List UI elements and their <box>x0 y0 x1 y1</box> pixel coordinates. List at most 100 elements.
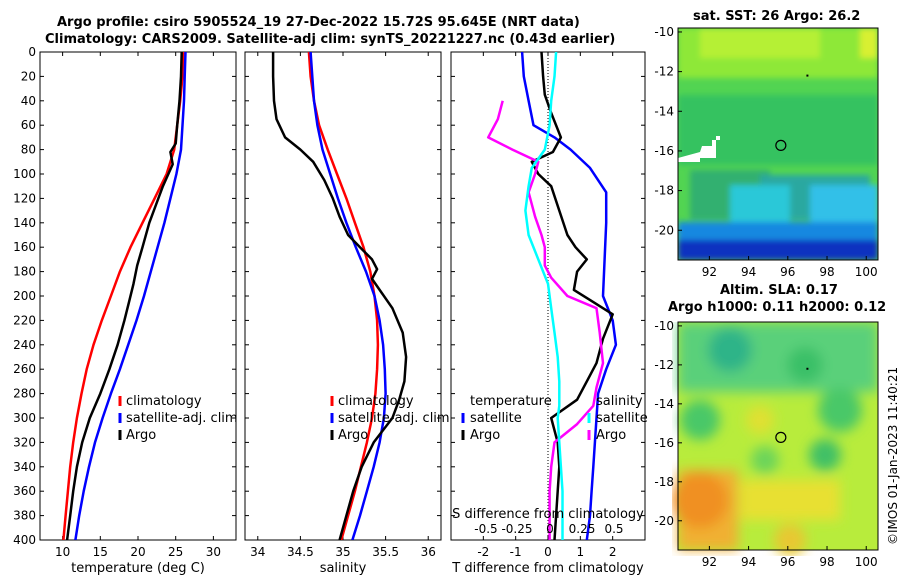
temperature-x-tick-label: 25 <box>168 545 183 559</box>
land-mask <box>678 136 720 162</box>
sst-x-tick-label: 92 <box>702 265 717 279</box>
y-tick-label: 240 <box>13 338 36 352</box>
temp-legend-label: satellite-adj. clim <box>126 411 238 426</box>
panel-differences: -2 -1 0 1 2 T difference from climatology <box>450 51 646 576</box>
sst-y-tick-label: -16 <box>654 144 674 158</box>
sst-y-tick-label: -10 <box>654 25 674 39</box>
sst-x-tick-label: 100 <box>855 265 878 279</box>
y-tick-label: 60 <box>21 118 36 132</box>
sla-map-title-line1: Altim. SLA: 0.17 <box>720 283 838 298</box>
sla-x-tick-label: 94 <box>741 555 756 569</box>
y-tick-label: 400 <box>13 533 36 547</box>
sst-y-tick-label: -20 <box>654 223 674 237</box>
series-climatology <box>62 52 185 540</box>
differences-x-label: T difference from climatology <box>451 561 644 576</box>
differences-x-tick-label: 0 <box>544 545 552 559</box>
sla-map <box>672 322 878 556</box>
differences-x-tick-label: -2 <box>477 545 489 559</box>
sst-map <box>678 28 878 260</box>
sst-island-dot <box>806 74 809 77</box>
temperature-x-tick-label: 15 <box>93 545 108 559</box>
salinity-x-tick-label: 35 <box>335 545 350 559</box>
sst-x-tick-label: 96 <box>780 265 795 279</box>
differences-x-tick-label: -1 <box>510 545 522 559</box>
temperature-x-tick-label: 20 <box>130 545 145 559</box>
series-satellite-adj-clim <box>309 52 387 540</box>
sla-x-tick-label: 100 <box>855 555 878 569</box>
y-tick-label: 360 <box>13 484 36 498</box>
differences-x-tick-label: 2 <box>609 545 617 559</box>
temperature-x-label: temperature (deg C) <box>71 561 205 576</box>
diff-s-axis-label: S difference from climatology <box>452 507 644 522</box>
diff-legend-temperature-sat: satellite <box>470 411 522 426</box>
sst-x-tick-label: 98 <box>819 265 834 279</box>
y-tick-label: 140 <box>13 216 36 230</box>
diff-s-tick-label: 0.5 <box>604 522 623 536</box>
diff-legend-salinity-sat: satellite <box>596 411 648 426</box>
series-argo <box>271 52 408 540</box>
temp-legend-label: climatology <box>126 394 202 409</box>
sla-map-frame <box>677 321 879 551</box>
y-tick-label: 200 <box>13 289 36 303</box>
y-tick-label: 100 <box>13 167 36 181</box>
sal-legend-label: Argo <box>338 428 368 443</box>
sla-map-title-line2: Argo h1000: 0.11 h2000: 0.12 <box>668 300 887 315</box>
diff-legend-salinity-title: salinity <box>596 394 643 409</box>
y-tick-label: 380 <box>13 509 36 523</box>
sla-argo-marker <box>775 431 787 443</box>
y-tick-label: 0 <box>28 45 36 59</box>
series-t-argo <box>530 52 614 540</box>
figure-title-line1: Argo profile: csiro 5905524_19 27-Dec-20… <box>57 15 580 30</box>
sst-y-tick-label: -14 <box>654 104 674 118</box>
sla-y-tick-label: -16 <box>654 436 674 450</box>
sla-y-tick-label: -12 <box>654 358 674 372</box>
sla-x-tick-label: 98 <box>819 555 834 569</box>
y-tick-label: 120 <box>13 191 36 205</box>
series-s-argo <box>486 100 605 540</box>
y-tick-label: 180 <box>13 265 36 279</box>
panel-salinity: 34 34.5 35 35.5 36 salinity <box>244 51 442 576</box>
sla-y-tick-label: -18 <box>654 475 674 489</box>
salinity-series-group <box>271 52 408 540</box>
sla-x-tick-label: 96 <box>780 555 795 569</box>
series-argo <box>65 52 183 540</box>
y-tick-label: 320 <box>13 435 36 449</box>
differences-series-group <box>486 52 618 540</box>
sst-y-tick-label: -12 <box>654 65 674 79</box>
y-tick-label: 280 <box>13 387 36 401</box>
sal-legend-label: climatology <box>338 394 414 409</box>
y-tick-label: 220 <box>13 313 36 327</box>
temp-legend-label: Argo <box>126 428 156 443</box>
temperature-x-tick-label: 30 <box>206 545 221 559</box>
sst-argo-marker <box>775 139 787 151</box>
salinity-x-tick-label: 34 <box>250 545 265 559</box>
diff-s-tick-label: -0.25 <box>501 522 532 536</box>
y-tick-label: 80 <box>21 143 36 157</box>
y-tick-label: 300 <box>13 411 36 425</box>
salinity-axes-box <box>244 51 442 541</box>
y-tick-label: 340 <box>13 460 36 474</box>
sla-island-dot <box>806 367 809 370</box>
panel-temperature: 0 20 40 60 80 100 120 140 160 180 200 220 240 260 280 3… <box>13 45 237 576</box>
salinity-x-tick-label: 36 <box>421 545 436 559</box>
sla-y-tick-label: -14 <box>654 397 674 411</box>
diff-legend-temperature-argo: Argo <box>470 428 500 443</box>
sla-x-tick-label: 92 <box>702 555 717 569</box>
diff-s-tick-label: 0 <box>546 522 554 536</box>
y-tick-label: 40 <box>21 94 36 108</box>
y-tick-label: 260 <box>13 362 36 376</box>
salinity-x-tick-label: 34.5 <box>287 545 314 559</box>
y-tick-label: 20 <box>21 69 36 83</box>
series-t-satellite <box>520 52 618 540</box>
figure-title-line2: Climatology: CARS2009. Satellite-adj cli… <box>45 32 616 47</box>
y-tick-label: 160 <box>13 240 36 254</box>
salinity-x-tick-label: 35.5 <box>372 545 399 559</box>
temperature-x-tick-label: 10 <box>55 545 70 559</box>
sst-x-tick-label: 94 <box>741 265 756 279</box>
differences-x-tick-label: 1 <box>577 545 585 559</box>
sst-y-tick-label: -18 <box>654 184 674 198</box>
sst-map-frame <box>677 27 879 261</box>
sla-y-tick-label: -20 <box>654 514 674 528</box>
sla-y-tick-label: -10 <box>654 319 674 333</box>
